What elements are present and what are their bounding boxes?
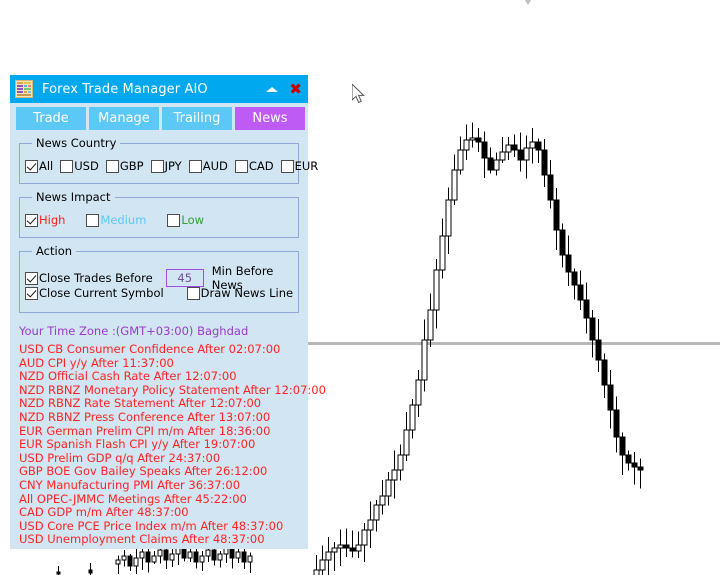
checkbox-country-eur[interactable]: EUR [280,159,319,173]
news-event-item: AUD CPI y/y After 11:37:00 [19,355,174,370]
checkbox-close-current-symbol[interactable]: Close Current Symbol [25,286,164,300]
close-button[interactable]: ✖ [289,79,302,98]
news-events-list: USD CB Consumer Confidence After 02:07:0… [19,342,326,547]
checkbox-impact-medium[interactable]: Medium [86,213,146,227]
checkbox-impact-low[interactable]: Low [167,213,204,227]
checkbox-label: Close Trades Before [39,271,153,285]
action-title: Action [32,244,77,258]
checkbox-label: Close Current Symbol [39,286,164,300]
news-event-item: GBP BOE Gov Bailey Speaks After 26:12:00 [19,464,268,479]
news-event-item: CAD GDP m/m After 48:37:00 [19,505,189,520]
news-country-title: News Country [32,136,121,150]
checkbox-label: EUR [294,159,319,173]
news-event-item: NZD RBNZ Rate Statement After 12:07:00 [19,396,262,411]
news-event-item: NZD RBNZ Monetary Policy Statement After… [19,382,326,397]
checkbox-label: GBP [119,159,144,173]
action-row-close-current-symbol: Close Current Symbol Draw News Line [25,286,300,300]
tab-news[interactable]: News [235,107,305,130]
checkbox-box[interactable] [280,159,294,173]
checkbox-box[interactable] [150,159,164,173]
checkbox-box[interactable] [186,286,200,300]
checkbox-country-gbp[interactable]: GBP [105,159,144,173]
checkbox-box[interactable] [234,159,248,173]
checkbox-label: JPY [164,159,182,173]
checkbox-label: USD [74,159,99,173]
checkbox-box[interactable] [25,286,38,300]
min-before-news-label: Min Before News [211,264,274,292]
tab-bar: Trade Manage Trailing News [10,103,308,130]
news-event-item: All OPEC-JMMC Meetings After 45:22:00 [19,491,247,506]
checkbox-box[interactable] [25,213,38,227]
checkbox-box[interactable] [105,159,119,173]
panel-titlebar[interactable]: Forex Trade Manager AIO ✖ [10,75,308,103]
news-event-item: CNY Manufacturing PMI After 36:37:00 [19,477,241,492]
news-country-checkbox-row: All USD GBP JPY AUD CAD [25,159,325,173]
checkbox-box[interactable] [25,159,38,173]
news-event-item: USD Unemployment Claims After 48:37:00 [19,532,265,547]
checkbox-country-cad[interactable]: CAD [234,159,274,173]
checkbox-label: AUD [202,159,228,173]
chart-top-marker-icon [521,0,535,5]
checkbox-box[interactable] [25,271,38,285]
minimize-button[interactable] [265,82,279,96]
news-event-item: USD CB Consumer Confidence After 02:07:0… [19,342,281,356]
forex-trade-manager-panel: Forex Trade Manager AIO ✖ Trade Manage T… [10,75,326,549]
panel-title: Forex Trade Manager AIO [42,81,208,97]
checkbox-country-usd[interactable]: USD [60,159,99,173]
minutes-before-news-input[interactable] [165,269,204,287]
checkbox-box[interactable] [86,213,100,227]
checkbox-impact-high[interactable]: High [25,213,65,227]
news-event-item: USD Core PCE Price Index m/m After 48:37… [19,518,284,533]
checkbox-label: All [39,159,54,173]
checkbox-label: High [39,213,66,227]
news-event-item: NZD RBNZ Press Conference After 13:07:00 [19,409,271,424]
checkbox-label: Medium [100,213,147,227]
tab-trade[interactable]: Trade [16,107,86,130]
news-event-item: USD Prelim GDP q/q After 24:37:00 [19,450,221,465]
news-event-item: EUR Spanish Flash CPI y/y After 19:07:00 [19,437,256,452]
timezone-label: Your Time Zone :(GMT+03:00) Baghdad [19,324,249,338]
news-impact-group: News Impact High Medium Low [19,190,299,238]
news-impact-checkbox-row: High Medium Low [25,213,211,227]
news-country-group: News Country All USD GBP JPY AUD [19,136,318,184]
news-event-item: EUR German Prelim CPI m/m After 18:36:00 [19,423,271,438]
action-row-close-trades-before: Close Trades Before Min Before News [25,264,298,292]
tab-trailing[interactable]: Trailing [162,107,232,130]
tab-manage[interactable]: Manage [89,107,159,130]
checkbox-box[interactable] [167,213,181,227]
checkbox-label: Draw News Line [200,286,294,300]
checkbox-country-aud[interactable]: AUD [188,159,228,173]
spreadsheet-icon [15,80,33,98]
checkbox-country-all[interactable]: All [25,159,53,173]
checkbox-box[interactable] [60,159,74,173]
news-impact-title: News Impact [32,190,115,204]
candles [56,122,644,575]
checkbox-close-trades-before[interactable]: Close Trades Before [25,271,153,285]
checkbox-draw-news-line[interactable]: Draw News Line [186,286,294,300]
news-event-item: NZD Official Cash Rate After 12:07:00 [19,369,237,384]
checkbox-label: Low [181,213,205,227]
checkbox-label: CAD [248,159,274,173]
action-group: Action Close Trades Before Min Before Ne… [19,244,300,313]
checkbox-box[interactable] [188,159,202,173]
checkbox-country-jpy[interactable]: JPY [150,159,182,173]
